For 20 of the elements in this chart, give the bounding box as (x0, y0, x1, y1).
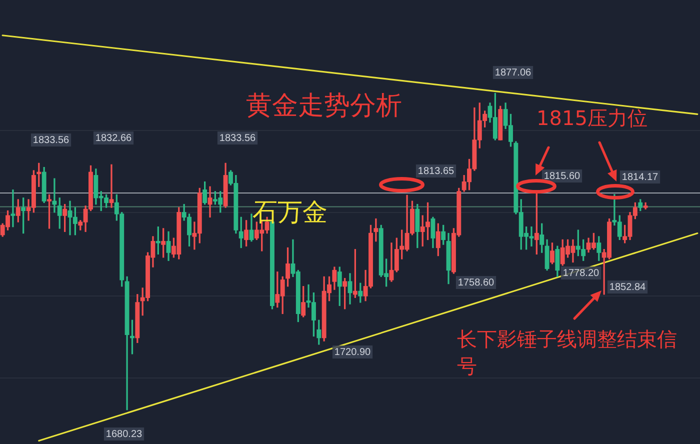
annotation: 1680.23 (106, 428, 143, 440)
annotation: 1815压力位 (536, 106, 648, 130)
candlestick (374, 218, 378, 242)
annotation: 1814.17 (622, 172, 659, 183)
annotation: 石万金 (252, 198, 328, 226)
annotation: 1877.06 (494, 67, 532, 78)
annotation: 1815.60 (544, 170, 581, 182)
annotation: 1833.56 (32, 134, 70, 146)
annotation: 1813.65 (418, 166, 455, 177)
candlestick (109, 164, 114, 208)
annotation: 1833.56 (219, 132, 256, 144)
annotation: 1758.60 (458, 277, 495, 288)
annotation: 长下影锤子线调整结束信号 (457, 327, 677, 378)
text: 黄金走势分析 (246, 90, 402, 121)
annotation: 1778.20 (562, 268, 600, 279)
annotation: 1720.90 (334, 346, 372, 358)
annotation: 1852.84 (609, 282, 646, 293)
annotation: 1832.66 (95, 132, 132, 144)
candlestick (52, 178, 57, 213)
candlestick (10, 189, 16, 228)
